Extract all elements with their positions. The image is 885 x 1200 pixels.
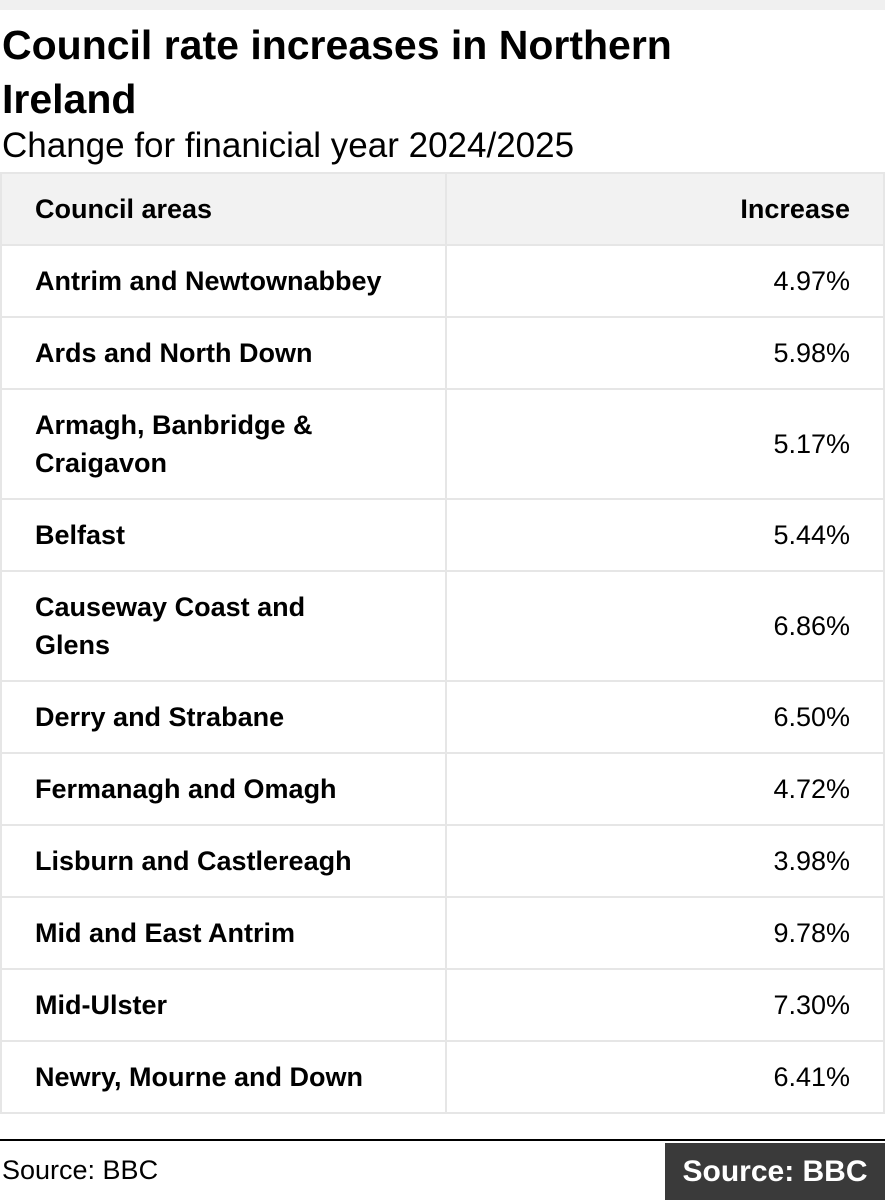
- council-cell: Newry, Mourne and Down: [0, 1040, 447, 1114]
- source-badge: Source: BBC: [665, 1143, 885, 1200]
- council-name: Derry and Strabane: [35, 702, 285, 732]
- table-body: Antrim and Newtownabbey 4.97% Ards and Nor…: [0, 244, 885, 1114]
- increase-cell: 5.44%: [445, 498, 885, 572]
- table-row: Antrim and Newtownabbey 4.97%: [0, 244, 885, 318]
- column-header: Increase: [445, 172, 885, 246]
- source-note: Source: BBC: [2, 1155, 159, 1185]
- council-name: Mid-Ulster: [35, 990, 168, 1020]
- council-name: Fermanagh and Omagh: [35, 774, 337, 804]
- increase-cell: 4.72%: [445, 752, 885, 826]
- increase-cell: 6.41%: [445, 1040, 885, 1114]
- subtitle: Change for finanicial year 2024/2025: [2, 126, 575, 165]
- increase-cell: 6.86%: [445, 570, 885, 682]
- increase-cell: 3.98%: [445, 824, 885, 898]
- table-row: Mid-Ulster 7.30%: [0, 968, 885, 1042]
- table-row: Newry, Mourne and Down 6.41%: [0, 1040, 885, 1114]
- increase-cell: 7.30%: [445, 968, 885, 1042]
- increase-cell: 5.98%: [445, 316, 885, 390]
- council-cell: Antrim and Newtownabbey: [0, 244, 447, 318]
- increase-cell: 4.97%: [445, 244, 885, 318]
- council-cell: Mid and East Antrim: [0, 896, 447, 970]
- table-row: Armagh, Banbridge & Craigavon 5.17%: [0, 388, 885, 500]
- table-row: Derry and Strabane 6.50%: [0, 680, 885, 754]
- council-cell: Armagh, Banbridge & Craigavon: [0, 388, 447, 500]
- council-name: Belfast: [35, 520, 126, 550]
- table-head: Council areas Increase: [0, 172, 885, 246]
- council-name: Mid and East Antrim: [35, 918, 296, 948]
- council-cell: Fermanagh and Omagh: [0, 752, 447, 826]
- table-row: Ards and North Down 5.98%: [0, 316, 885, 390]
- header-row: Council areas Increase: [0, 172, 885, 246]
- council-name: Armagh, Banbridge & Craigavon: [35, 410, 313, 478]
- council-cell: Mid-Ulster: [0, 968, 447, 1042]
- table-row: Mid and East Antrim 9.78%: [0, 896, 885, 970]
- table-row: Lisburn and Castlereagh 3.98%: [0, 824, 885, 898]
- table-row: Causeway Coast and Glens 6.86%: [0, 570, 885, 682]
- council-name: Antrim and Newtownabbey: [35, 266, 382, 296]
- increase-cell: 5.17%: [445, 388, 885, 500]
- title: Council rate increases in Northern Irela…: [2, 22, 672, 122]
- council-cell: Belfast: [0, 498, 447, 572]
- council-name: Lisburn and Castlereagh: [35, 846, 352, 876]
- column-header: Council areas: [0, 172, 447, 246]
- increase-cell: 6.50%: [445, 680, 885, 754]
- council-cell: Lisburn and Castlereagh: [0, 824, 447, 898]
- top-strip: [0, 0, 885, 10]
- rates-table: Council areas Increase Antrim and Newtow…: [0, 172, 885, 1114]
- council-name: Causeway Coast and Glens: [35, 592, 306, 660]
- table-row: Fermanagh and Omagh 4.72%: [0, 752, 885, 826]
- council-cell: Ards and North Down: [0, 316, 447, 390]
- council-cell: Causeway Coast and Glens: [0, 570, 447, 682]
- council-name: Ards and North Down: [35, 338, 313, 368]
- footer-rule: [0, 1139, 885, 1141]
- council-cell: Derry and Strabane: [0, 680, 447, 754]
- council-name: Newry, Mourne and Down: [35, 1062, 364, 1092]
- increase-cell: 9.78%: [445, 896, 885, 970]
- table-row: Belfast 5.44%: [0, 498, 885, 572]
